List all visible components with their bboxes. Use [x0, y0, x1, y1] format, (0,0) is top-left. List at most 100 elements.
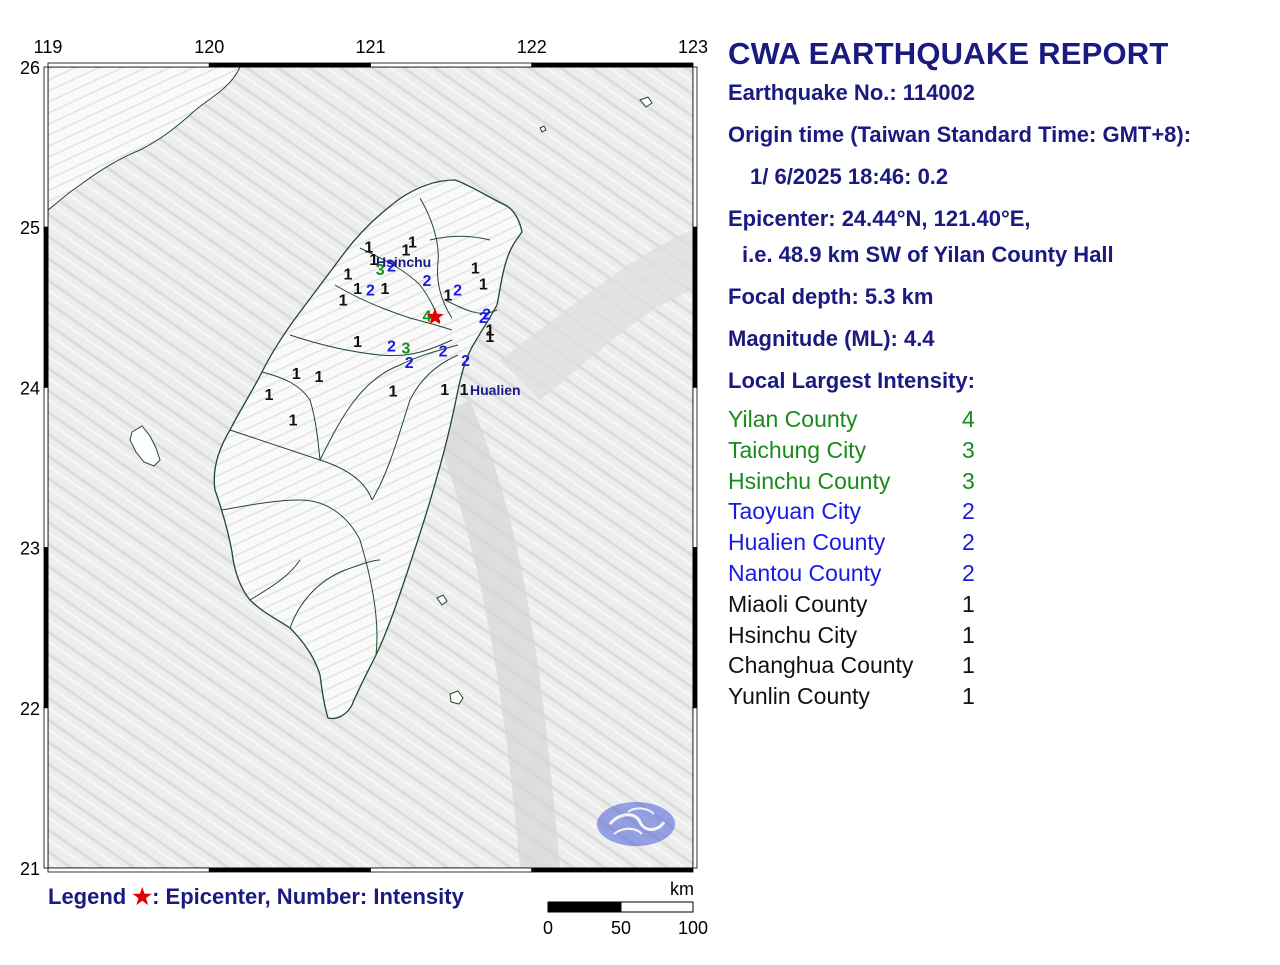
intensity-station-label: 1 [364, 239, 373, 256]
longitude-labels: 119 120 121 122 123 [34, 37, 708, 57]
intensity-county: Yilan County [728, 406, 858, 432]
intensity-row: Yilan County 4 [728, 404, 1273, 435]
intensity-county: Taichung City [728, 436, 867, 463]
focal-depth: Focal depth: 5.3 km [728, 284, 934, 309]
intensity-value: 1 [962, 652, 975, 679]
intensity-county: Hsinchu City [728, 621, 858, 648]
intensity-station-label: 1 [353, 334, 362, 351]
lon-label: 119 [34, 37, 63, 57]
frame-tick [43, 707, 49, 869]
intensity-station-label: 1 [460, 382, 469, 399]
frame-tick [370, 62, 533, 68]
lon-label: 120 [194, 37, 224, 57]
frame-tick [47, 62, 210, 68]
intensity-county: Yunlin County [728, 683, 870, 710]
lat-label: 22 [20, 699, 40, 719]
intensity-station-label: 1 [292, 366, 301, 383]
city-label-hsinchu: Hsinchu [376, 254, 431, 270]
penghu-islands [129, 425, 161, 467]
legend-text: : Epicenter, Number: Intensity [152, 884, 464, 909]
intensity-station-label: 4 [422, 308, 431, 325]
intensity-value: 3 [962, 467, 975, 494]
frame-tick [692, 547, 698, 709]
intensity-station-label: 2 [479, 310, 488, 327]
intensity-station-label: 3 [376, 262, 385, 279]
intensity-row: Yunlin County 1 [728, 681, 1273, 712]
trench-shading [430, 400, 560, 868]
latitude-labels: 26 25 24 23 22 21 [20, 58, 40, 879]
islet [539, 125, 547, 133]
intensity-value: 1 [962, 590, 975, 617]
intensity-value: 3 [962, 436, 975, 463]
frame-tick [208, 867, 371, 873]
intensity-station-label: 1 [314, 369, 323, 386]
epicenter-marker [426, 307, 444, 325]
lat-label: 21 [20, 859, 40, 879]
intensity-station-label: 1 [381, 281, 390, 298]
intensity-station-label: 1 [264, 387, 273, 404]
lon-label: 123 [678, 37, 708, 57]
intensity-station-label: 1 [408, 235, 417, 252]
epicenter-star-icon [426, 307, 444, 325]
intensity-station-label: 1 [289, 412, 298, 429]
intensity-row: Hualien County 2 [728, 527, 1273, 558]
intensity-station-label: 1 [369, 252, 378, 269]
orchid-island [449, 690, 464, 705]
frame-tick [531, 867, 694, 873]
scale-label-50: 50 [611, 918, 631, 938]
frame-tick [692, 386, 698, 548]
scale-unit: km [670, 879, 694, 899]
scale-label-100: 100 [678, 918, 708, 938]
county-borders [221, 197, 498, 656]
intensity-station-label: 2 [439, 344, 448, 361]
frame-tick [370, 867, 533, 873]
frame-tick [43, 226, 49, 388]
intensity-row: Taichung City 3 [728, 435, 1273, 466]
intensity-county: Changhua County [728, 652, 914, 679]
epicenter-coords: Epicenter: 24.44°N, 121.40°E, [728, 206, 1031, 231]
intensity-county: Taoyuan City [728, 498, 861, 525]
origin-time-value: 1/ 6/2025 18:46: 0.2 [750, 164, 949, 189]
report-panel: CWA EARTHQUAKE REPORT Earthquake No.: 11… [728, 36, 1273, 712]
intensity-station-label: 2 [387, 259, 396, 276]
intensity-station-label: 2 [387, 339, 396, 356]
intensity-station-label: 2 [482, 307, 491, 324]
lat-label: 25 [20, 218, 40, 238]
intensity-row: Hsinchu County 3 [728, 466, 1273, 497]
frame-tick [208, 62, 371, 68]
map-panel: 119 120 121 122 123 26 25 24 23 22 21 Hsinchu Hua… [20, 37, 708, 938]
intensity-county: Nantou County [728, 559, 882, 586]
lat-label: 26 [20, 58, 40, 78]
intensity-list: Yilan County 4 Taichung City 3 Hsinchu Count… [728, 404, 1273, 712]
intensity-row: Changhua County 1 [728, 650, 1273, 681]
intensity-station-label: 2 [422, 273, 431, 290]
frame-tick [692, 66, 698, 228]
green-island [436, 594, 448, 606]
earthquake-number: Earthquake No.: 114002 [728, 80, 976, 105]
intensity-station-label: 2 [366, 283, 375, 300]
magnitude: Magnitude (ML): 4.4 [728, 326, 935, 351]
intensity-station-label: 1 [343, 267, 352, 284]
islet [639, 96, 653, 108]
intensity-value: 1 [962, 683, 975, 710]
intensity-station-label: 2 [461, 353, 470, 370]
intensity-station-label: 1 [353, 281, 362, 298]
epicenter-relative: i.e. 48.9 km SW of Yilan County Hall [742, 242, 1114, 267]
legend: Legend ★: Epicenter, Number: Intensity [48, 884, 464, 910]
legend-label: Legend [48, 884, 127, 909]
intensity-value: 2 [962, 529, 975, 556]
intensity-county: Hsinchu County [728, 467, 891, 494]
scale-label-0: 0 [543, 918, 553, 938]
frame-ticks [43, 62, 698, 873]
intensity-station-label: 3 [402, 340, 411, 357]
intensity-value: 2 [962, 559, 975, 586]
china-coast [48, 67, 241, 211]
lat-label: 23 [20, 539, 40, 559]
frame-tick [531, 62, 694, 68]
report-title: CWA EARTHQUAKE REPORT [728, 36, 1169, 71]
intensity-value: 4 [962, 406, 975, 432]
origin-time-label: Origin time (Taiwan Standard Time: GMT+8… [728, 122, 1192, 147]
intensity-station-label: 1 [485, 329, 494, 346]
intensity-station-label: 1 [402, 243, 411, 260]
lat-label: 24 [20, 378, 40, 398]
